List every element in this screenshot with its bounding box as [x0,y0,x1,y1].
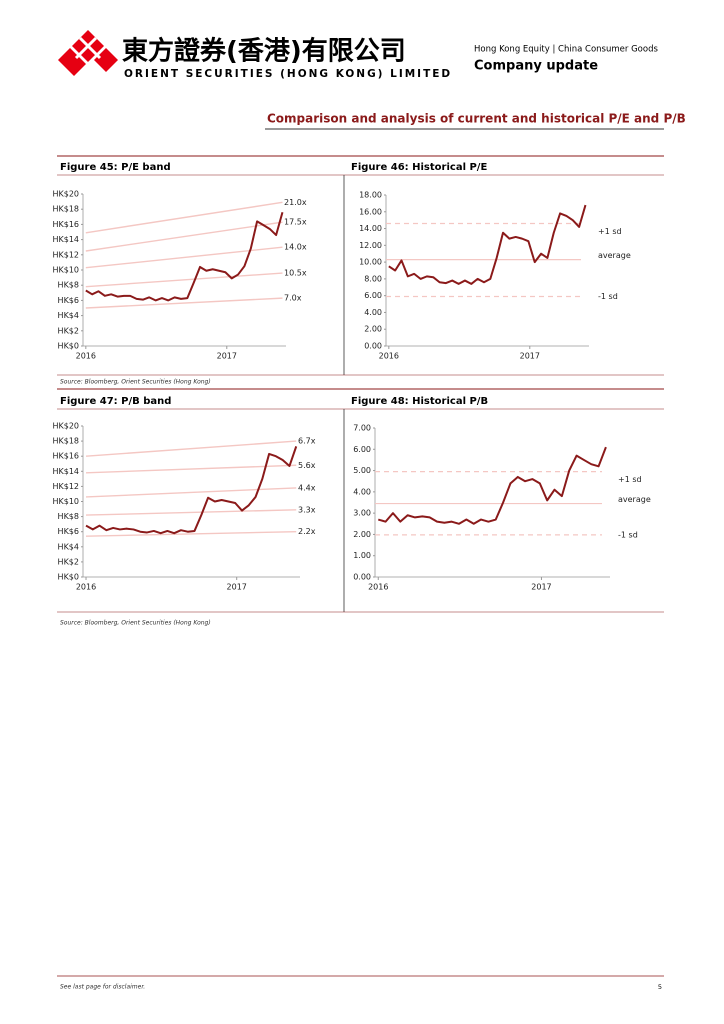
y-tick-label: 4.00 [353,487,371,496]
chart-title: Figure 48: Historical P/B [351,396,488,407]
y-tick-label: HK$20 [52,422,79,431]
page-number: 5 [658,983,662,991]
x-tick-label: 2017 [531,583,551,592]
source-note: Source: Bloomberg, Orient Securities (Ho… [60,620,211,627]
x-tick-label: 2016 [76,352,96,361]
band-line [85,201,283,234]
band-label: 5.6x [298,461,316,470]
y-tick-label: HK$0 [58,342,79,351]
y-tick-label: HK$18 [52,437,79,446]
logo-mark [58,30,118,76]
company-name-en: ORIENT SECURITIES (HONG KONG) LIMITED [124,68,452,80]
y-tick-label: HK$16 [52,452,79,461]
price-line [85,446,298,535]
y-tick-label: 2.00 [353,530,371,539]
y-tick-label: HK$16 [52,220,79,229]
y-tick-label: HK$12 [52,482,79,491]
chart-title: Figure 46: Historical P/E [351,162,487,173]
band-label: 21.0x [284,198,307,207]
y-tick-label: HK$10 [52,497,79,506]
source-note: Source: Bloomberg, Orient Securities (Ho… [60,379,211,386]
x-tick-label: 2016 [76,583,96,592]
y-tick-label: 0.00 [353,573,371,582]
y-tick-label: HK$14 [52,235,79,244]
reference-label: -1 sd [598,292,618,301]
band-line [85,464,297,474]
y-tick-label: 16.00 [359,207,382,216]
reference-label: +1 sd [618,475,642,484]
y-tick-label: HK$6 [58,527,79,536]
y-tick-label: 2.00 [364,325,382,334]
y-tick-label: HK$8 [58,512,79,521]
section-title: Comparison and analysis of current and h… [267,112,686,126]
band-label: 6.7x [298,437,316,446]
doc-type: Company update [474,59,598,74]
band-line [85,440,297,457]
y-tick-label: 7.00 [353,424,371,433]
company-name-cn: 東方證券(香港)有限公司 [122,36,406,67]
x-tick-label: 2017 [227,583,247,592]
y-tick-label: 10.00 [359,258,382,267]
y-tick-label: HK$0 [58,573,79,582]
band-line [85,487,297,498]
disclaimer: See last page for disclaimer. [60,984,145,991]
y-tick-label: HK$12 [52,250,79,259]
band-line [85,297,283,309]
y-tick-label: 0.00 [364,342,382,351]
x-tick-label: 2016 [379,352,399,361]
band-label: 14.0x [284,243,307,252]
band-label: 7.0x [284,294,302,303]
price-line [377,446,607,525]
reference-label: average [598,251,631,260]
y-tick-label: 4.00 [364,308,382,317]
y-tick-label: HK$2 [58,326,79,335]
x-tick-label: 2016 [368,583,388,592]
x-tick-label: 2017 [217,352,237,361]
band-line [85,509,297,516]
y-tick-label: HK$18 [52,205,79,214]
band-label: 10.5x [284,269,307,278]
price-line [388,204,587,285]
category: Hong Kong Equity | China Consumer Goods [474,45,658,55]
price-line [85,211,284,302]
y-tick-label: 8.00 [364,274,382,283]
x-tick-label: 2017 [520,352,540,361]
y-tick-label: 6.00 [353,445,371,454]
y-tick-label: 18.00 [359,191,382,200]
chart-title: Figure 47: P/B band [60,396,171,407]
reference-label: average [618,495,651,504]
y-tick-label: HK$2 [58,557,79,566]
y-tick-label: 6.00 [364,291,382,300]
band-label: 4.4x [298,483,316,492]
y-tick-label: HK$8 [58,281,79,290]
band-line [85,221,283,252]
band-label: 17.5x [284,218,307,227]
y-tick-label: HK$10 [52,266,79,275]
band-label: 3.3x [298,505,316,514]
band-line [85,531,297,537]
reference-label: +1 sd [598,227,622,236]
y-tick-label: 1.00 [353,551,371,560]
y-tick-label: HK$4 [58,311,79,320]
reference-label: -1 sd [618,530,638,539]
y-tick-label: HK$6 [58,296,79,305]
band-label: 2.2x [298,527,316,536]
y-tick-label: 5.00 [353,466,371,475]
band-line [85,246,283,269]
y-tick-label: 14.00 [359,224,382,233]
band-line [85,272,283,288]
y-tick-label: HK$14 [52,467,79,476]
chart-title: Figure 45: P/E band [60,162,171,173]
y-tick-label: HK$4 [58,542,79,551]
y-tick-label: 12.00 [359,241,382,250]
y-tick-label: HK$20 [52,190,79,199]
figure-frame [57,155,664,613]
y-tick-label: 3.00 [353,509,371,518]
